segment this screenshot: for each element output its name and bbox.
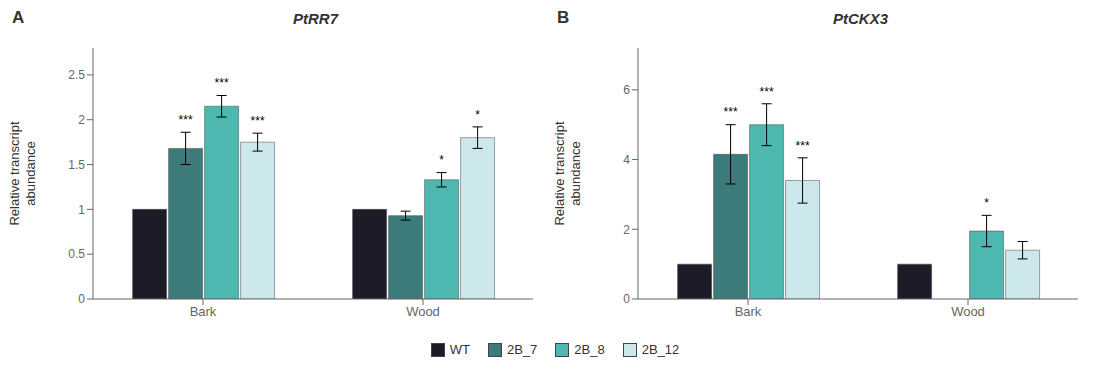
svg-text:Wood: Wood	[951, 304, 985, 319]
svg-text:0: 0	[623, 292, 630, 306]
svg-text:2: 2	[623, 223, 630, 237]
html-text:2B_12: 2B_12	[641, 342, 680, 357]
svg-text:***: ***	[724, 105, 738, 119]
svg-text:2.5: 2.5	[68, 68, 85, 82]
svg-text:Relative transcriptabundance: Relative transcriptabundance	[553, 121, 583, 225]
svg-text:***: ***	[796, 139, 810, 153]
svg-text:0: 0	[78, 292, 85, 306]
html-text:PtCKX3: PtCKX3	[833, 10, 888, 27]
svg-text:*: *	[984, 196, 989, 210]
svg-text:1.5: 1.5	[68, 158, 85, 172]
svg-text:Bark: Bark	[735, 304, 762, 319]
html-text:PtRR7: PtRR7	[293, 10, 338, 27]
html-text:WT: WT	[449, 342, 470, 357]
svg-text:***: ***	[215, 76, 229, 90]
svg-text:*: *	[439, 153, 444, 167]
svg-text:4: 4	[623, 153, 630, 167]
svg-text:*: *	[475, 108, 480, 122]
svg-text:2: 2	[78, 113, 85, 127]
html-text:2B_8: 2B_8	[574, 342, 605, 357]
html-text:B: B	[557, 8, 570, 27]
svg-text:Wood: Wood	[406, 304, 440, 319]
svg-text:1: 1	[78, 203, 85, 217]
svg-text:***: ***	[760, 85, 774, 99]
svg-text:Relative transcriptabundance: Relative transcriptabundance	[8, 121, 38, 225]
svg-text:0.5: 0.5	[68, 247, 85, 261]
svg-text:***: ***	[251, 114, 265, 128]
html-text:A: A	[12, 8, 25, 27]
html-text:2B_7: 2B_7	[506, 342, 538, 357]
svg-text:***: ***	[179, 113, 193, 127]
svg-text:Bark: Bark	[190, 304, 217, 319]
svg-text:6: 6	[623, 83, 630, 97]
